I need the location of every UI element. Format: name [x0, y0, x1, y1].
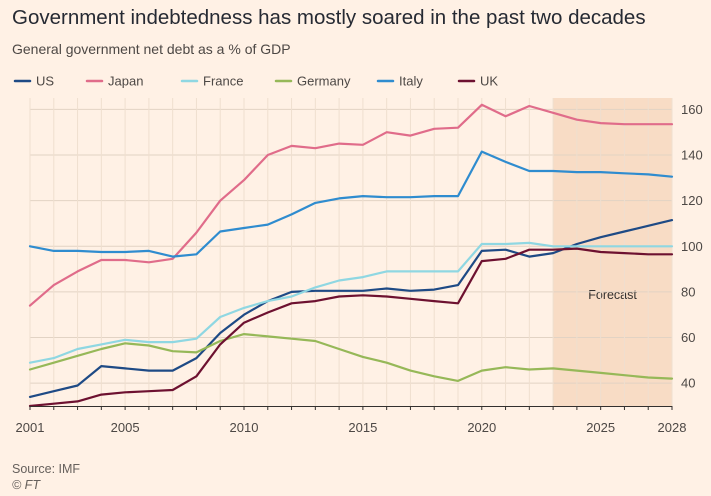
legend-label-us: US: [36, 74, 54, 89]
y-tick-label: 60: [681, 330, 695, 345]
source-note: Source: IMF: [12, 462, 81, 476]
series-line-japan: [28, 103, 674, 307]
series-lines: [28, 103, 674, 408]
y-tick-label: 100: [681, 239, 703, 254]
axes: 40 60 80 100 120 140 160 2001 2005 2010 2015 2020 20…: [16, 102, 703, 435]
ft-logo: © FT: [12, 478, 40, 492]
y-tick-label: 40: [681, 376, 695, 391]
page-title: Government indebtedness has mostly soare…: [12, 6, 646, 29]
legend: US Japan France Germany Italy UK: [13, 74, 498, 89]
series-line-italy: [28, 150, 674, 258]
legend-label-japan: Japan: [108, 74, 143, 89]
legend-label-france: France: [203, 74, 243, 89]
series-line-uk: [28, 247, 674, 408]
x-tick-label: 2015: [348, 420, 377, 435]
legend-label-uk: UK: [480, 74, 498, 89]
y-tick-label: 140: [681, 148, 703, 163]
x-tick-label: 2010: [230, 420, 259, 435]
x-tick-label: 2025: [586, 420, 615, 435]
legend-label-germany: Germany: [297, 74, 351, 89]
x-tick-label: 2028: [658, 420, 687, 435]
y-tick-label: 80: [681, 284, 695, 299]
x-tick-label: 2001: [16, 420, 45, 435]
chart-subtitle: General government net debt as a % of GD…: [12, 41, 291, 57]
x-tick-label: 2020: [467, 420, 496, 435]
legend-label-italy: Italy: [399, 74, 423, 89]
series-line-france: [28, 241, 674, 364]
series-line-germany: [28, 333, 674, 382]
y-tick-label: 160: [681, 102, 703, 117]
forecast-label: Forecast: [588, 288, 637, 302]
x-tick-label: 2005: [111, 420, 140, 435]
y-tick-label: 120: [681, 193, 703, 208]
